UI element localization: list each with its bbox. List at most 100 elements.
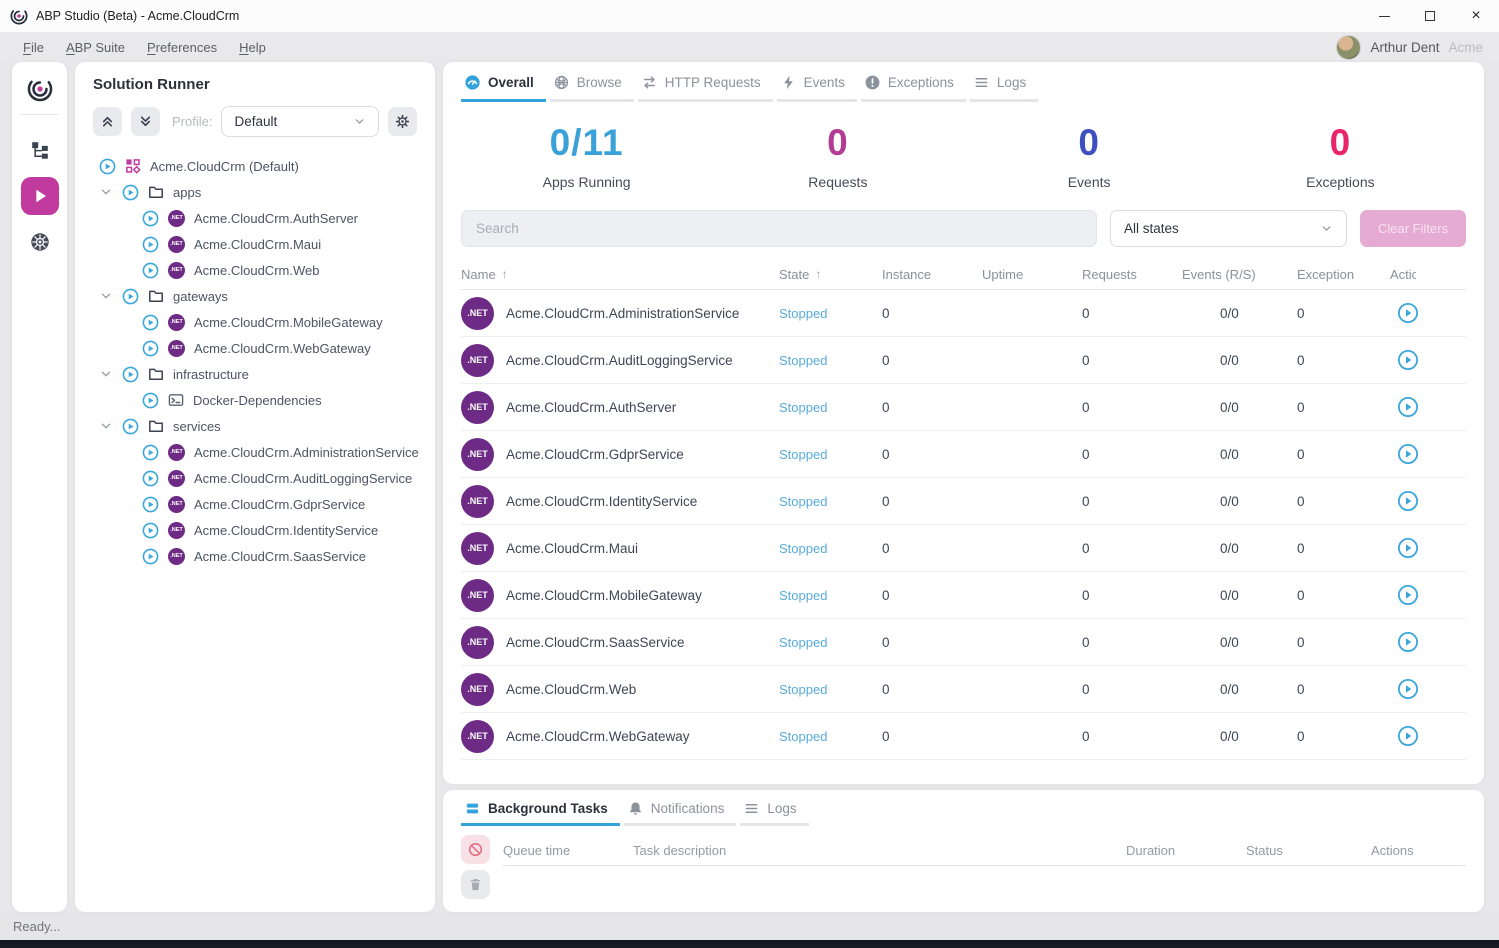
- cancel-tasks-button[interactable]: [461, 835, 490, 864]
- tree-item-services[interactable]: services: [75, 413, 429, 439]
- play-circle-icon[interactable]: [142, 340, 159, 357]
- app-row-acme-cloudcrm-auditloggingservice[interactable]: .NET Acme.CloudCrm.AuditLoggingService Sto…: [461, 337, 1466, 384]
- app-row-acme-cloudcrm-maui[interactable]: .NET Acme.CloudCrm.Maui Stopped 0 0 0/0 0: [461, 525, 1466, 572]
- play-circle-icon[interactable]: [142, 548, 159, 565]
- tree-item-acme-cloudcrm-auditloggingservice[interactable]: .NET Acme.CloudCrm.AuditLoggingService: [75, 465, 429, 491]
- solution-icon: [125, 158, 141, 174]
- menu-file[interactable]: File: [12, 36, 55, 59]
- swap-icon: [642, 75, 657, 90]
- play-circle-icon[interactable]: [142, 314, 159, 331]
- play-circle-icon[interactable]: [142, 470, 159, 487]
- solution-explorer-icon[interactable]: [21, 131, 59, 169]
- app-row-acme-cloudcrm-gdprservice[interactable]: .NET Acme.CloudCrm.GdprService Stopped 0 0 0/…: [461, 431, 1466, 478]
- start-app-button[interactable]: [1396, 583, 1420, 607]
- start-app-button[interactable]: [1396, 677, 1420, 701]
- start-app-button[interactable]: [1396, 348, 1420, 372]
- play-circle-icon[interactable]: [122, 184, 139, 201]
- tab-browse[interactable]: Browse: [549, 62, 634, 102]
- clear-tasks-button[interactable]: [461, 870, 490, 899]
- tab-logs[interactable]: Logs: [969, 62, 1039, 102]
- runner-main-panel: Overall Browse HTTP Requests Events Exceptio…: [443, 62, 1484, 784]
- instance-count: 0: [882, 587, 890, 603]
- dotnet-icon: .NET: [461, 625, 494, 659]
- collapse-all-button[interactable]: [93, 107, 122, 136]
- play-circle-icon[interactable]: [122, 288, 139, 305]
- tab-logs[interactable]: Logs: [740, 790, 809, 826]
- app-row-acme-cloudcrm-saasservice[interactable]: .NET Acme.CloudCrm.SaasService Stopped 0 0 0/…: [461, 619, 1466, 666]
- events-rs: 0/0: [1220, 305, 1239, 321]
- abp-rail-logo-icon[interactable]: [27, 76, 53, 102]
- tree-item-acme-cloudcrm-gdprservice[interactable]: .NET Acme.CloudCrm.GdprService: [75, 491, 429, 517]
- app-row-acme-cloudcrm-administrationservice[interactable]: .NET Acme.CloudCrm.AdministrationService S…: [461, 290, 1466, 337]
- runner-settings-button[interactable]: [388, 107, 417, 136]
- app-name-cell: .NET Acme.CloudCrm.SaasService: [461, 625, 779, 659]
- close-button[interactable]: ×: [1453, 0, 1499, 32]
- start-app-button[interactable]: [1396, 724, 1420, 748]
- tab-label: Background Tasks: [488, 801, 608, 816]
- clear-filters-button[interactable]: Clear Filters: [1360, 210, 1466, 247]
- state-filter-select[interactable]: All states: [1110, 210, 1347, 247]
- play-circle-icon[interactable]: [142, 522, 159, 539]
- maximize-button[interactable]: [1407, 0, 1453, 32]
- app-row-acme-cloudcrm-webgateway[interactable]: .NET Acme.CloudCrm.WebGateway Stopped 0 0 0/0…: [461, 713, 1466, 760]
- tab-background-tasks[interactable]: Background Tasks: [461, 790, 620, 826]
- avatar[interactable]: [1336, 34, 1362, 60]
- play-circle-icon[interactable]: [142, 262, 159, 279]
- column-header-state[interactable]: State ↑: [779, 267, 882, 282]
- start-app-button[interactable]: [1396, 630, 1420, 654]
- kubernetes-icon[interactable]: [21, 223, 59, 261]
- start-app-button[interactable]: [1396, 536, 1420, 560]
- tree-item-label: Docker-Dependencies: [193, 392, 322, 408]
- tree-item-label: Acme.CloudCrm.IdentityService: [194, 522, 379, 538]
- play-circle-icon[interactable]: [142, 496, 159, 513]
- chevron-down-icon[interactable]: [99, 367, 113, 381]
- tree-item-acme-cloudcrm-webgateway[interactable]: .NET Acme.CloudCrm.WebGateway: [75, 335, 429, 361]
- tab-exceptions[interactable]: Exceptions: [860, 62, 966, 102]
- menu-abp-suite[interactable]: ABP Suite: [55, 36, 136, 59]
- search-input[interactable]: [461, 210, 1097, 247]
- tree-item-docker-dependencies[interactable]: Docker-Dependencies: [75, 387, 429, 413]
- app-row-acme-cloudcrm-authserver[interactable]: .NET Acme.CloudCrm.AuthServer Stopped 0 0 0/0…: [461, 384, 1466, 431]
- chevron-down-icon[interactable]: [99, 289, 113, 303]
- profile-select[interactable]: Default: [221, 106, 379, 137]
- tab-events[interactable]: Events: [776, 62, 857, 102]
- play-circle-icon[interactable]: [142, 210, 159, 227]
- minimize-button[interactable]: [1361, 0, 1407, 32]
- tree-item-acme-cloudcrm-mobilegateway[interactable]: .NET Acme.CloudCrm.MobileGateway: [75, 309, 429, 335]
- play-circle-icon[interactable]: [142, 392, 159, 409]
- app-row-acme-cloudcrm-identityservice[interactable]: .NET Acme.CloudCrm.IdentityService Stopped…: [461, 478, 1466, 525]
- column-header-name[interactable]: Name ↑: [461, 267, 779, 282]
- instance-count: 0: [882, 446, 890, 462]
- start-app-button[interactable]: [1396, 301, 1420, 325]
- menu-help[interactable]: Help: [228, 36, 277, 59]
- tree-item-gateways[interactable]: gateways: [75, 283, 429, 309]
- play-circle-icon[interactable]: [142, 444, 159, 461]
- play-circle-icon[interactable]: [99, 158, 116, 175]
- tree-item-acme-cloudcrm-administrationservice[interactable]: .NET Acme.CloudCrm.AdministrationService: [75, 439, 429, 465]
- chevron-down-icon[interactable]: [99, 185, 113, 199]
- tab-http-requests[interactable]: HTTP Requests: [637, 62, 773, 102]
- expand-all-button[interactable]: [131, 107, 160, 136]
- chevron-down-icon[interactable]: [99, 419, 113, 433]
- tree-item-acme-cloudcrm-identityservice[interactable]: .NET Acme.CloudCrm.IdentityService: [75, 517, 429, 543]
- tab-notifications[interactable]: Notifications: [623, 790, 737, 826]
- app-row-acme-cloudcrm-web[interactable]: .NET Acme.CloudCrm.Web Stopped 0 0 0/0 0: [461, 666, 1466, 713]
- tab-overall[interactable]: Overall: [461, 62, 546, 102]
- tree-item-infrastructure[interactable]: infrastructure: [75, 361, 429, 387]
- start-app-button[interactable]: [1396, 442, 1420, 466]
- tree-item-acme-cloudcrm-maui[interactable]: .NET Acme.CloudCrm.Maui: [75, 231, 429, 257]
- play-circle-icon[interactable]: [122, 366, 139, 383]
- tree-item-acme-cloudcrm-authserver[interactable]: .NET Acme.CloudCrm.AuthServer: [75, 205, 429, 231]
- start-app-button[interactable]: [1396, 489, 1420, 513]
- solution-runner-icon[interactable]: [20, 177, 59, 215]
- tree-item-acme-cloudcrm-default[interactable]: Acme.CloudCrm (Default): [75, 153, 429, 179]
- stat-apps-running: 0/11 Apps Running: [461, 122, 712, 190]
- start-app-button[interactable]: [1396, 395, 1420, 419]
- app-row-acme-cloudcrm-mobilegateway[interactable]: .NET Acme.CloudCrm.MobileGateway Stopped 0 0…: [461, 572, 1466, 619]
- play-circle-icon[interactable]: [142, 236, 159, 253]
- tree-item-acme-cloudcrm-saasservice[interactable]: .NET Acme.CloudCrm.SaasService: [75, 543, 429, 569]
- tree-item-apps[interactable]: apps: [75, 179, 429, 205]
- tree-item-acme-cloudcrm-web[interactable]: .NET Acme.CloudCrm.Web: [75, 257, 429, 283]
- play-circle-icon[interactable]: [122, 418, 139, 435]
- menu-preferences[interactable]: Preferences: [136, 36, 228, 59]
